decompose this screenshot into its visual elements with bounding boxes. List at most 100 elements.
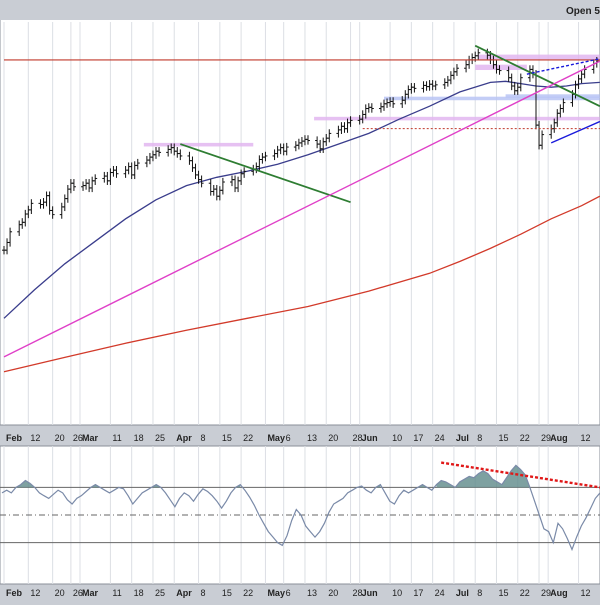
price-bar: [114, 166, 119, 178]
bottom-strip: [0, 585, 600, 600]
price-bar: [433, 80, 438, 91]
price-bar: [178, 149, 183, 161]
price-bar: [327, 129, 332, 143]
x-tick-label-bottom: Aug: [550, 588, 568, 598]
trendline-green: [180, 143, 351, 204]
x-tick-label: 25: [155, 433, 165, 443]
price-bar: [71, 179, 76, 191]
x-tick-label-bottom: 18: [134, 588, 144, 598]
x-tick-label-bottom: 11: [112, 588, 121, 598]
price-bar: [93, 174, 98, 185]
x-tick-label: 18: [134, 433, 144, 443]
zone-violet: [314, 116, 600, 121]
x-tick-label-bottom: Feb: [6, 588, 23, 598]
trend-layer: [3, 44, 600, 358]
x-tick-label-bottom: 15: [222, 588, 232, 598]
x-tick-label: Aug: [550, 433, 568, 443]
x-tick-label: 29: [541, 433, 551, 443]
x-tick-label-bottom: 10: [392, 588, 402, 598]
trendline-blue: [550, 120, 600, 144]
ma_long-line: [3, 195, 600, 373]
x-tick-label: May: [267, 433, 285, 443]
x-tick-label-bottom: 24: [435, 588, 445, 598]
x-tick-label: 17: [413, 433, 423, 443]
x-tick-label-bottom: 29: [541, 588, 551, 598]
price-bar: [242, 167, 247, 178]
price-bar: [369, 103, 374, 113]
x-tick-label: 20: [55, 433, 65, 443]
price-bar: [582, 65, 587, 79]
x-tick-label-bottom: Mar: [82, 588, 99, 598]
x-tick-label: 6: [286, 433, 291, 443]
price-bar: [518, 73, 523, 92]
zone-layer: [143, 54, 600, 147]
x-tick-label: Jul: [456, 433, 469, 443]
rsi-layer: [0, 461, 600, 552]
price-bar: [391, 97, 396, 108]
x-tick-label-bottom: Apr: [176, 588, 192, 598]
x-tick-label-bottom: May: [267, 588, 285, 598]
header-strip: [0, 0, 600, 20]
zone-blue: [384, 96, 600, 101]
x-tick-label: 10: [392, 433, 402, 443]
price-bar: [561, 98, 566, 113]
x-tick-label: 24: [435, 433, 445, 443]
x-tick-label-bottom: Jul: [456, 588, 469, 598]
ma_short-line: [3, 80, 600, 319]
axis-layer: FebFeb121220202626MarMar111118182525AprA…: [6, 433, 591, 598]
price-bar: [476, 48, 481, 60]
x-tick-label-bottom: 22: [520, 588, 530, 598]
x-tick-label: 22: [243, 433, 253, 443]
x-tick-label: 15: [222, 433, 232, 443]
x-tick-label: 8: [477, 433, 482, 443]
zone-violet: [143, 142, 254, 147]
price-bar: [135, 158, 140, 170]
x-axis-strip: [0, 428, 600, 444]
price-bar: [199, 175, 204, 188]
open-label: Open 58: [566, 6, 600, 17]
x-tick-label-bottom: 6: [286, 588, 291, 598]
x-tick-label: 11: [112, 433, 121, 443]
x-tick-label-bottom: 8: [201, 588, 206, 598]
price-bar: [157, 147, 162, 157]
x-tick-label: 12: [30, 433, 40, 443]
x-tick-label: 20: [328, 433, 338, 443]
x-tick-label-bottom: 17: [413, 588, 423, 598]
x-tick-label-bottom: 20: [328, 588, 338, 598]
x-tick-label-bottom: 26: [73, 588, 83, 598]
rsi-line: [1, 464, 600, 552]
x-tick-label-bottom: 15: [498, 588, 508, 598]
x-tick-label-bottom: 25: [155, 588, 165, 598]
price-bar: [263, 151, 268, 162]
x-tick-label: 28: [353, 433, 363, 443]
x-tick-label-bottom: 20: [55, 588, 65, 598]
price-bar: [454, 64, 459, 76]
x-tick-label-bottom: 12: [581, 588, 591, 598]
x-tick-label: Mar: [82, 433, 99, 443]
price-bar: [348, 116, 353, 127]
x-tick-label-bottom: 13: [307, 588, 317, 598]
x-tick-label: 22: [520, 433, 530, 443]
zone-violet: [478, 54, 600, 60]
price-bar: [497, 65, 502, 75]
x-tick-label: 15: [498, 433, 508, 443]
price-bar: [220, 177, 225, 195]
x-tick-label: 12: [581, 433, 591, 443]
rsi-overbought-fill: [16, 480, 35, 488]
price-bar: [50, 206, 55, 219]
trendline-green: [474, 44, 600, 107]
price-bar: [306, 135, 310, 145]
x-tick-label: 8: [201, 433, 206, 443]
trendline-magenta: [3, 60, 600, 358]
trendline-blue: [526, 58, 600, 75]
rsi-overbought-fill: [235, 484, 241, 488]
price-panel: [0, 0, 600, 426]
x-tick-label: Jun: [362, 433, 378, 443]
zone-blue: [505, 94, 600, 98]
x-tick-label-bottom: 8: [477, 588, 482, 598]
x-tick-label: Apr: [176, 433, 192, 443]
price-bar: [540, 130, 545, 150]
x-tick-label-bottom: 22: [243, 588, 253, 598]
price-bar: [284, 142, 289, 156]
